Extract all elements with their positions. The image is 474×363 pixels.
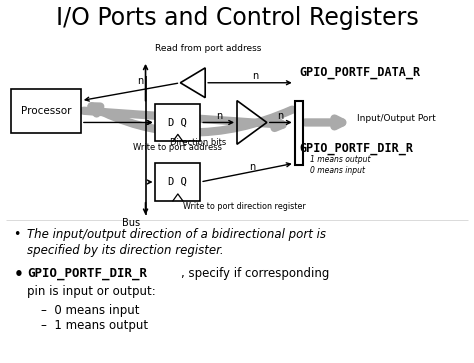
Text: •: • — [13, 267, 23, 282]
Text: n: n — [216, 110, 222, 121]
Text: Input/Output Port: Input/Output Port — [357, 114, 436, 123]
Text: GPIO_PORTF_DIR_R: GPIO_PORTF_DIR_R — [27, 267, 147, 280]
Text: GPIO_PORTF_DIR_R: GPIO_PORTF_DIR_R — [300, 142, 414, 155]
Text: n: n — [278, 110, 284, 121]
Text: D Q: D Q — [168, 177, 187, 187]
Text: pin is input or output:: pin is input or output: — [27, 285, 156, 298]
Bar — [295, 101, 302, 165]
Text: n: n — [137, 76, 144, 86]
Bar — [155, 103, 200, 141]
Text: Bus: Bus — [122, 218, 141, 228]
Bar — [11, 89, 81, 133]
Text: GPIO_PORTF_DATA_R: GPIO_PORTF_DATA_R — [300, 66, 421, 79]
Text: Read from port address: Read from port address — [155, 44, 262, 53]
Text: 1 means output
0 means input: 1 means output 0 means input — [310, 155, 370, 175]
Text: –  1 means output: – 1 means output — [41, 319, 148, 332]
Bar — [155, 163, 200, 201]
Text: The input/output direction of a bidirectional port is
specified by its direction: The input/output direction of a bidirect… — [27, 228, 326, 257]
Text: Processor: Processor — [21, 106, 72, 116]
Text: –  0 means input: – 0 means input — [41, 304, 140, 317]
Text: Write to port direction register: Write to port direction register — [183, 202, 306, 211]
Text: Direction bits: Direction bits — [170, 138, 226, 147]
Text: , specify if corresponding: , specify if corresponding — [182, 267, 330, 280]
Text: n: n — [249, 162, 255, 172]
Text: I/O Ports and Control Registers: I/O Ports and Control Registers — [55, 6, 419, 30]
Text: •: • — [13, 228, 21, 241]
Text: n: n — [252, 71, 258, 81]
Text: Write to port address: Write to port address — [133, 143, 222, 152]
Text: D Q: D Q — [168, 118, 187, 127]
